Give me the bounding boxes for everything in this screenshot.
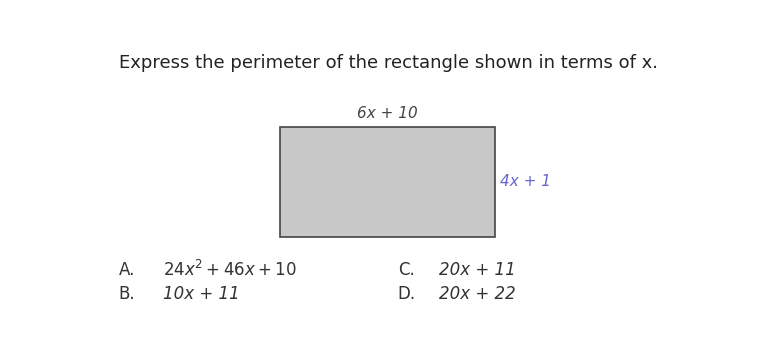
Text: $24x^2 + 46x + 10$: $24x^2 + 46x + 10$ xyxy=(162,260,296,280)
Text: B.: B. xyxy=(118,285,135,303)
Text: D.: D. xyxy=(398,285,416,303)
Text: A.: A. xyxy=(118,261,135,278)
Text: 10x + 11: 10x + 11 xyxy=(162,285,239,303)
Text: C.: C. xyxy=(398,261,414,278)
Text: 6x + 10: 6x + 10 xyxy=(357,106,417,121)
Text: Express the perimeter of the rectangle shown in terms of x.: Express the perimeter of the rectangle s… xyxy=(119,55,659,72)
Text: 20x + 22: 20x + 22 xyxy=(439,285,515,303)
Bar xyxy=(280,127,495,237)
Text: 4x + 1: 4x + 1 xyxy=(499,174,550,189)
Text: 20x + 11: 20x + 11 xyxy=(439,261,515,278)
